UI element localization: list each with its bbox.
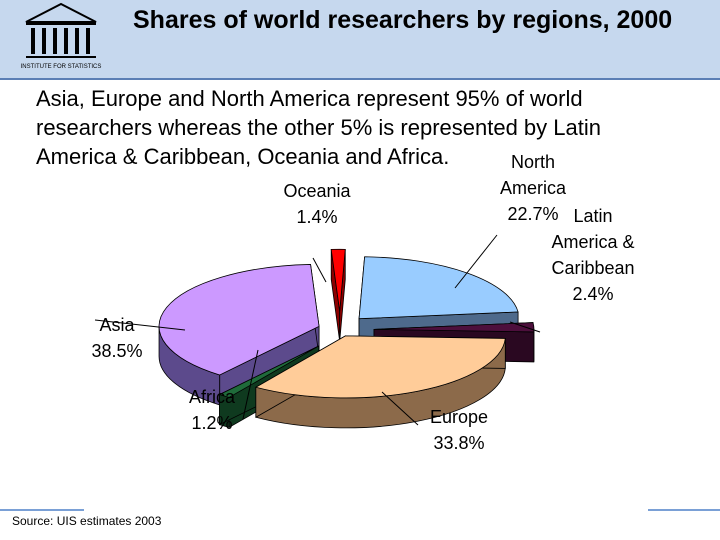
leader-line xyxy=(94,319,186,331)
leader-line xyxy=(454,234,498,289)
subtitle-text: Asia, Europe and North America represent… xyxy=(36,86,601,169)
header-bar: INSTITUTE FOR STATISTICS Shares of world… xyxy=(0,0,720,80)
slice-label-asia: Asia 38.5% xyxy=(91,315,142,361)
leader-line xyxy=(381,391,419,426)
slice-label-latin-america-caribbean: Latin America & Caribbean 2.4% xyxy=(551,206,634,304)
unesco-logo: INSTITUTE FOR STATISTICS xyxy=(21,2,102,70)
leader-line xyxy=(242,349,259,420)
slice-label-north-america: North America 22.7% xyxy=(500,152,567,224)
pie-slice-europe xyxy=(254,335,506,429)
logo-subtext: INSTITUTE FOR STATISTICS xyxy=(21,64,102,70)
slice-label-africa: Africa 1.2% xyxy=(189,387,236,433)
footer-rule-right xyxy=(648,509,720,511)
slice-label-europe: Europe 33.8% xyxy=(430,407,488,453)
slice-label-oceania: Oceania 1.4% xyxy=(283,181,351,227)
footer-rule-left xyxy=(0,509,84,511)
source-note: Source: UIS estimates 2003 xyxy=(12,514,162,528)
leader-line xyxy=(312,257,327,283)
pie-slice-oceania xyxy=(330,248,346,342)
page-title: Shares of world researchers by regions, … xyxy=(133,6,673,34)
leader-line xyxy=(509,321,541,333)
